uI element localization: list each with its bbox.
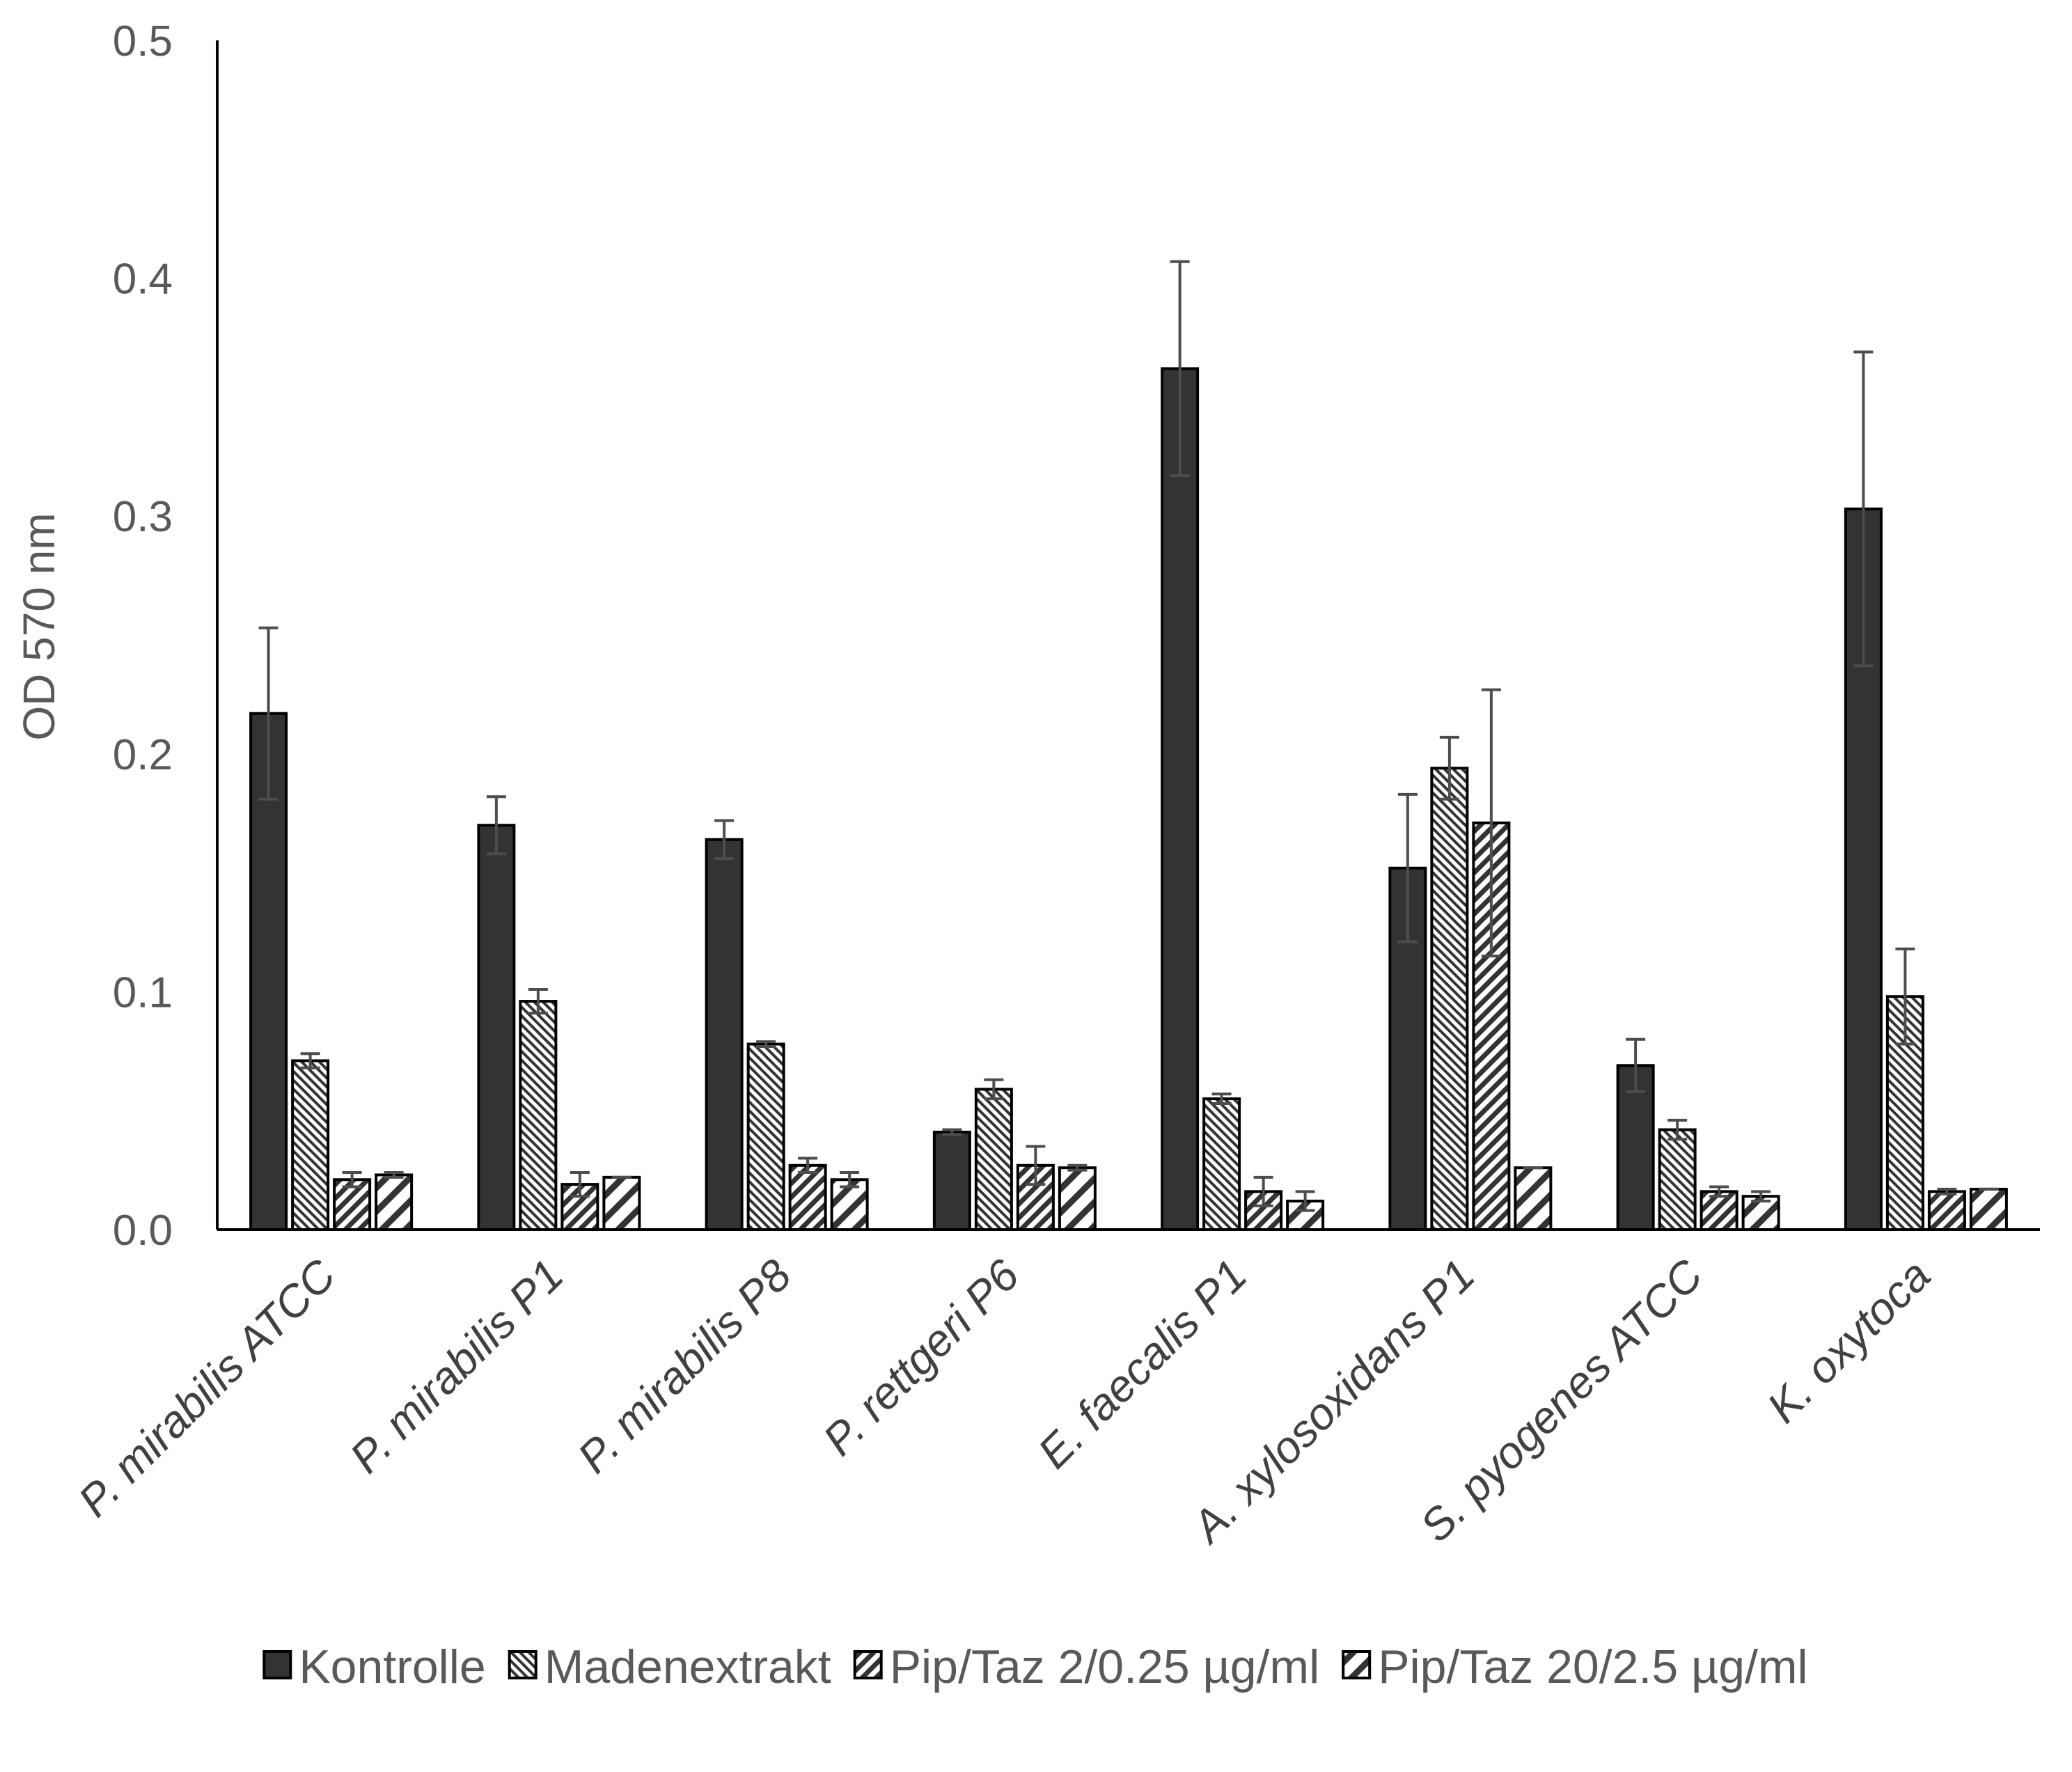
category-label: P. mirabilis P1	[340, 1250, 572, 1482]
error-bar	[984, 1078, 1004, 1101]
error-bar	[486, 795, 506, 856]
y-tick-label: 0.5	[113, 17, 173, 65]
error-bar	[1026, 1145, 1046, 1186]
error-bar	[798, 1156, 818, 1175]
bar	[705, 838, 744, 1231]
error-bar	[528, 987, 548, 1015]
legend-item: Pip/Taz 2/0.25 µg/ml	[853, 1640, 1319, 1693]
bar	[1202, 1097, 1241, 1231]
error-bar	[258, 626, 278, 801]
y-tick-labels: 0.0 0.1 0.2 0.3 0.4 0.5	[113, 17, 173, 1255]
y-tick-label: 0.3	[113, 493, 173, 541]
y-tick-label: 0.2	[113, 731, 173, 779]
error-bar	[1170, 260, 1190, 478]
error-bar	[756, 1040, 776, 1048]
category-label: K. oxytoca	[1757, 1250, 1940, 1432]
error-bar	[1253, 1175, 1273, 1207]
error-bar	[1895, 947, 1915, 1046]
bar	[1514, 1166, 1553, 1231]
legend-label: Pip/Taz 20/2.5 µg/ml	[1378, 1640, 1807, 1693]
legend-swatch	[1342, 1650, 1372, 1679]
bar	[477, 824, 516, 1231]
error-bar	[1439, 735, 1459, 801]
category-label: P. rettgeri P6	[813, 1250, 1028, 1465]
y-tick-label: 0.1	[113, 969, 173, 1017]
bar	[602, 1175, 641, 1232]
error-bar	[1667, 1118, 1688, 1141]
legend-label: Pip/Taz 2/0.25 µg/ml	[890, 1640, 1319, 1693]
bar	[974, 1088, 1013, 1232]
legend-swatch	[262, 1650, 292, 1679]
legend-swatch	[853, 1650, 883, 1679]
bar	[375, 1173, 414, 1232]
legend-item: Pip/Taz 20/2.5 µg/ml	[1342, 1640, 1808, 1693]
error-bar	[1211, 1092, 1232, 1105]
bar	[1658, 1128, 1697, 1231]
y-tick-label: 0.4	[113, 256, 173, 304]
bar	[1430, 767, 1469, 1231]
bar	[1058, 1166, 1097, 1231]
error-bar	[300, 1052, 320, 1069]
category-label: P. mirabilis P8	[568, 1250, 801, 1483]
bar	[1927, 1190, 1966, 1231]
error-bar	[1295, 1190, 1315, 1212]
error-bar	[1481, 688, 1501, 958]
error-bar	[342, 1171, 362, 1189]
bars-layer	[249, 367, 2008, 1232]
legend-item: Madenextrakt	[508, 1640, 831, 1693]
error-bar	[1397, 792, 1418, 943]
bar	[1161, 367, 1200, 1232]
y-tick-label: 0.0	[113, 1207, 173, 1255]
category-label: P. mirabilis ATCC	[68, 1249, 345, 1526]
bar	[291, 1059, 330, 1231]
bar	[746, 1042, 785, 1231]
error-bar	[942, 1128, 962, 1136]
error-bar	[1067, 1163, 1088, 1172]
error-bar	[384, 1171, 404, 1179]
legend-item: Kontrolle	[262, 1640, 486, 1693]
error-bar	[1709, 1185, 1729, 1198]
legend-label: Madenextrakt	[544, 1640, 831, 1693]
error-bar	[1853, 350, 1874, 668]
category-label: E. faecalis P1	[1028, 1250, 1257, 1478]
error-bar	[714, 819, 735, 861]
error-bar	[570, 1171, 590, 1198]
bar	[788, 1163, 827, 1231]
legend-swatch	[508, 1650, 537, 1679]
bar	[519, 1000, 558, 1231]
legend-label: Kontrolle	[299, 1640, 485, 1693]
bar	[932, 1130, 971, 1231]
error-bar	[1751, 1190, 1771, 1203]
error-bar	[840, 1171, 860, 1189]
error-bars-layer	[258, 260, 1999, 1212]
y-axis-title: OD 570 nm	[14, 512, 64, 740]
error-bar	[1937, 1187, 1957, 1195]
bar	[830, 1178, 869, 1232]
bar	[1969, 1187, 2008, 1231]
legend: Kontrolle Madenextrakt Pip/Taz 2/0.25 µg/m…	[262, 1640, 1808, 1693]
error-bar	[1626, 1037, 1646, 1093]
axes-layer	[216, 40, 2040, 1231]
